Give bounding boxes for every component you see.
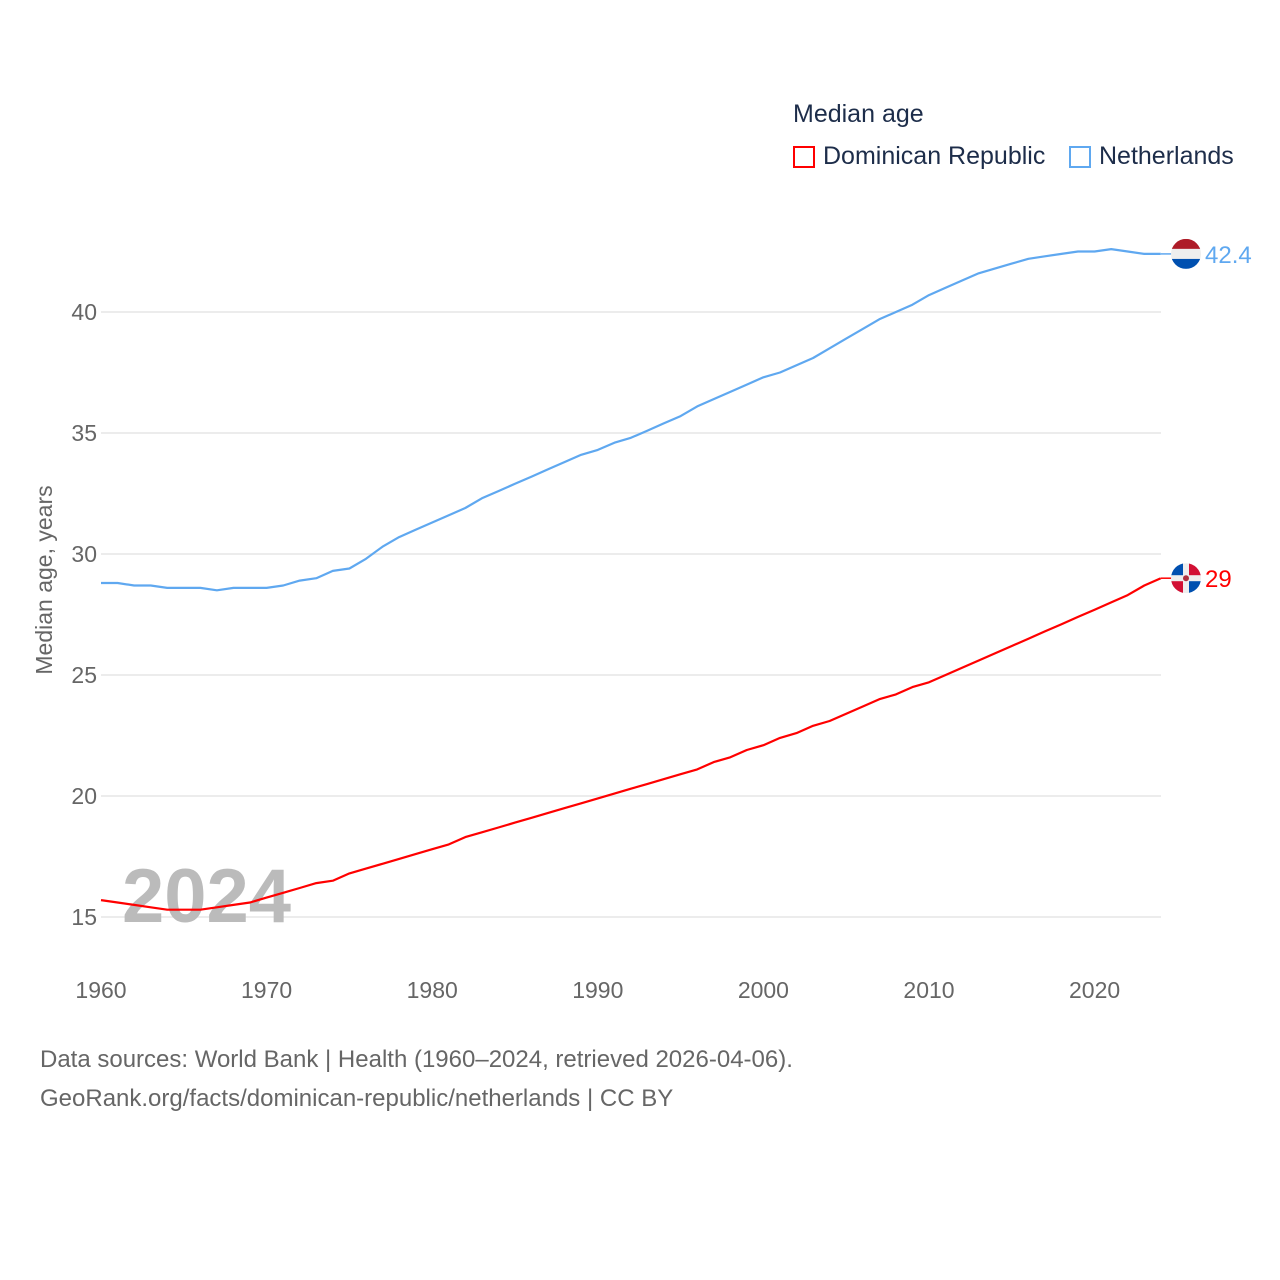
source-line: Data sources: World Bank | Health (1960–… bbox=[40, 1046, 793, 1073]
netherlands-flag-icon bbox=[1171, 238, 1201, 269]
y-tick-label: 20 bbox=[71, 783, 97, 809]
x-tick-label: 2000 bbox=[738, 977, 789, 1003]
x-tick-label: 1990 bbox=[572, 977, 623, 1003]
x-tick-label: 1980 bbox=[407, 977, 458, 1003]
dominican-republic-flag-icon bbox=[1171, 563, 1201, 594]
series-line-netherlands bbox=[101, 248, 1161, 592]
end-value-label: 29 bbox=[1205, 566, 1232, 593]
y-tick-label: 35 bbox=[71, 420, 97, 446]
x-tick-label: 2020 bbox=[1069, 977, 1120, 1003]
year-watermark: 2024 bbox=[122, 854, 291, 939]
x-tick-label: 1960 bbox=[75, 977, 126, 1003]
y-tick-label: 25 bbox=[71, 662, 97, 688]
series-line-dominican-republic bbox=[100, 577, 1162, 911]
legend-label: Netherlands bbox=[1099, 142, 1234, 170]
legend-item-dominican-republic[interactable]: Dominican Republic bbox=[793, 142, 1045, 171]
legend-title: Median age bbox=[793, 100, 924, 128]
legend-swatch bbox=[793, 145, 815, 168]
legend-label: Dominican Republic bbox=[823, 142, 1046, 170]
y-tick-label: 30 bbox=[71, 541, 97, 567]
x-tick-label: 2010 bbox=[903, 977, 954, 1003]
legend-item-netherlands[interactable]: Netherlands bbox=[1069, 142, 1234, 171]
end-value-label: 42.4 bbox=[1205, 242, 1252, 269]
y-tick-label: 15 bbox=[71, 904, 97, 930]
y-tick-label: 40 bbox=[71, 299, 97, 325]
legend-swatch bbox=[1069, 145, 1091, 168]
source-link[interactable]: GeoRank.org/facts/dominican-republic/net… bbox=[40, 1085, 674, 1112]
x-tick-label: 1970 bbox=[241, 977, 292, 1003]
y-axis-label: Median age, years bbox=[31, 485, 57, 674]
